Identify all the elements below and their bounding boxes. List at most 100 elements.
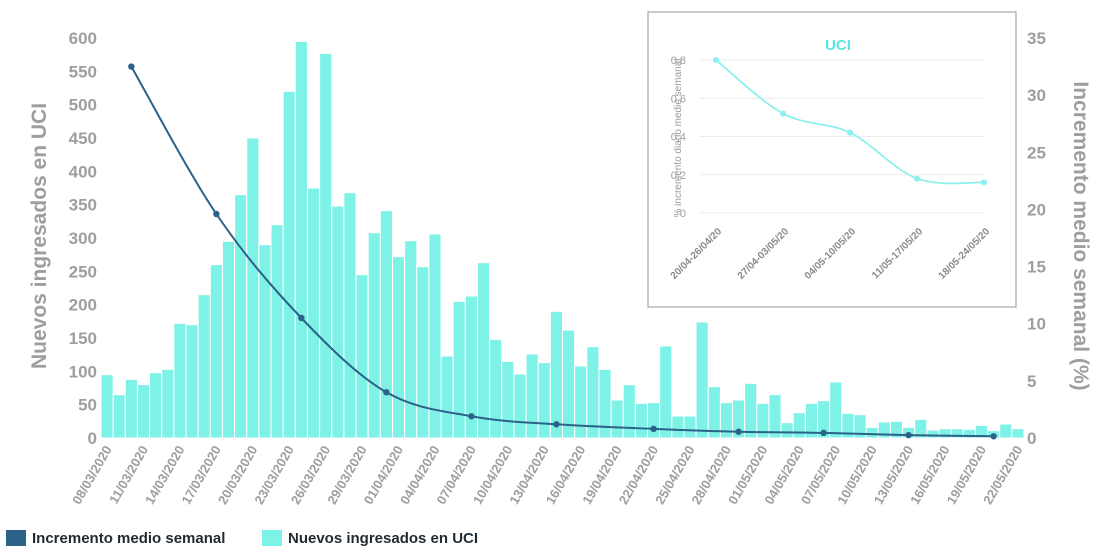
bar bbox=[659, 345, 673, 439]
bar bbox=[926, 429, 940, 439]
line-point bbox=[468, 413, 475, 420]
bar bbox=[343, 192, 357, 439]
bar bbox=[136, 384, 151, 439]
bar bbox=[829, 381, 843, 439]
bar bbox=[683, 415, 697, 439]
inset-y-tick: 0,4 bbox=[671, 132, 686, 144]
line-point bbox=[820, 429, 827, 437]
bar bbox=[270, 224, 284, 439]
bar bbox=[197, 294, 211, 439]
line-point bbox=[128, 63, 135, 70]
y-left-tick: 550 bbox=[69, 62, 97, 81]
bar bbox=[331, 205, 345, 439]
y-left-tick: 50 bbox=[78, 396, 97, 415]
bar bbox=[489, 338, 503, 439]
inset-line-point bbox=[780, 110, 786, 117]
bar bbox=[695, 321, 709, 439]
bar bbox=[355, 274, 369, 439]
bar bbox=[622, 384, 636, 439]
y-left-tick: 600 bbox=[69, 29, 97, 48]
line-point bbox=[553, 421, 560, 428]
y-left-tick: 150 bbox=[69, 329, 97, 348]
bar bbox=[319, 52, 333, 439]
bar bbox=[379, 210, 393, 439]
bar bbox=[537, 362, 551, 439]
line-point bbox=[213, 210, 220, 218]
bar bbox=[780, 422, 794, 439]
bar bbox=[744, 382, 758, 439]
bar bbox=[161, 368, 175, 439]
y-right-title: Incremento medio semanal (%) bbox=[1069, 81, 1092, 390]
bar bbox=[246, 137, 260, 439]
bar bbox=[476, 262, 491, 439]
y-left-title: Nuevos ingresados en UCI bbox=[28, 103, 51, 369]
y-left-tick: 200 bbox=[69, 296, 97, 315]
inset-y-tick: 0,6 bbox=[671, 93, 686, 105]
inset-y-tick: 0,2 bbox=[671, 170, 686, 182]
line-point bbox=[383, 389, 390, 396]
inset-frame bbox=[647, 11, 1017, 308]
line-point bbox=[990, 433, 997, 440]
bar bbox=[404, 240, 418, 439]
inset-line-point bbox=[713, 57, 719, 63]
bar bbox=[562, 329, 576, 439]
bar bbox=[112, 394, 126, 439]
y-right-tick: 30 bbox=[1027, 86, 1046, 105]
inset-y-tick: 0,8 bbox=[671, 55, 686, 67]
y-left-tick: 0 bbox=[88, 429, 97, 448]
bar bbox=[173, 322, 187, 439]
bar bbox=[914, 418, 928, 439]
y-left-tick: 500 bbox=[69, 96, 97, 115]
bar bbox=[294, 40, 308, 439]
bar bbox=[634, 402, 649, 439]
bar bbox=[440, 355, 454, 439]
bar bbox=[574, 365, 588, 439]
bar bbox=[221, 240, 236, 439]
bar bbox=[647, 402, 661, 439]
y-left-tick: 400 bbox=[69, 162, 97, 181]
bar bbox=[525, 353, 539, 439]
bar bbox=[428, 233, 442, 439]
line-series bbox=[128, 63, 997, 440]
legend-swatch-bars bbox=[262, 530, 282, 546]
bar bbox=[149, 372, 163, 439]
bar bbox=[185, 324, 199, 439]
bar bbox=[234, 194, 248, 439]
line-point bbox=[650, 425, 657, 433]
inset-line-point bbox=[847, 129, 853, 136]
y-right-tick: 5 bbox=[1027, 372, 1036, 391]
bar bbox=[306, 187, 321, 439]
bar bbox=[999, 423, 1013, 439]
line-path bbox=[130, 66, 994, 438]
bar bbox=[792, 412, 806, 439]
y-right-tick: 15 bbox=[1027, 258, 1046, 277]
bar bbox=[865, 426, 879, 439]
y-left-tick: 300 bbox=[69, 229, 97, 248]
y-right-tick: 10 bbox=[1027, 315, 1046, 334]
line-point bbox=[298, 314, 305, 322]
inset-y-tick: 0 bbox=[680, 208, 686, 220]
y-right-tick: 0 bbox=[1027, 429, 1036, 448]
y-left-tick: 100 bbox=[69, 362, 97, 381]
bar bbox=[367, 232, 381, 439]
bar bbox=[719, 402, 734, 439]
inset-title: UCI bbox=[825, 37, 851, 54]
inset-y-title: % incremento diario medio semanal bbox=[673, 59, 684, 218]
bar bbox=[586, 346, 600, 439]
bar bbox=[853, 414, 867, 439]
inset-line-point bbox=[981, 179, 987, 186]
legend-label-bars: Nuevos ingresados en UCI bbox=[288, 530, 478, 547]
legend: Incremento medio semanal Nuevos ingresado… bbox=[6, 530, 478, 547]
bar bbox=[452, 300, 466, 439]
bar bbox=[391, 256, 406, 439]
legend-swatch-line bbox=[6, 530, 26, 546]
y-left-tick: 350 bbox=[69, 196, 97, 215]
bar bbox=[282, 90, 296, 439]
bar bbox=[768, 394, 782, 439]
bar bbox=[549, 310, 564, 439]
bar bbox=[610, 399, 624, 439]
bar bbox=[671, 415, 685, 439]
bar bbox=[513, 373, 527, 439]
